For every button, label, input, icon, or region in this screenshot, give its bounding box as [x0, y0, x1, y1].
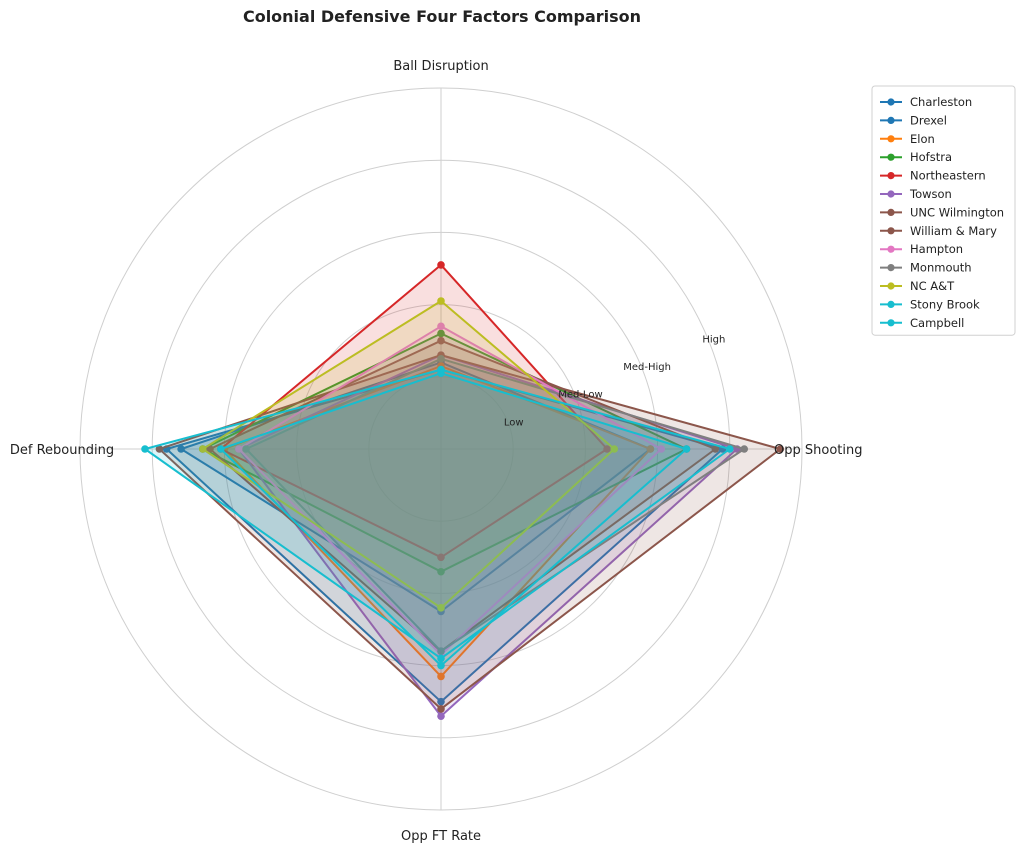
- data-point: [437, 697, 445, 706]
- tick-label: Low: [504, 417, 524, 428]
- legend-item-stony-brook[interactable]: Stony Brook: [880, 297, 980, 311]
- data-point: [610, 445, 619, 453]
- legend-label: Campbell: [910, 316, 964, 330]
- series-area: [202, 301, 615, 608]
- data-point: [437, 647, 445, 655]
- legend-label: NC A&T: [910, 279, 955, 293]
- data-point: [437, 369, 445, 377]
- series-area: [238, 355, 738, 717]
- legend-item-charleston[interactable]: Charleston: [880, 95, 972, 109]
- data-point: [437, 705, 445, 713]
- data-point: [726, 445, 734, 453]
- data-point: [437, 354, 445, 363]
- legend-swatch-marker: [887, 98, 895, 106]
- series-layer: [141, 261, 785, 720]
- axis-label-def-rebounding: Def Rebounding: [10, 443, 114, 458]
- legend-label: Hofstra: [910, 150, 952, 164]
- data-point: [198, 445, 207, 453]
- data-point: [776, 445, 785, 453]
- data-point: [646, 445, 655, 453]
- legend-label: Towson: [909, 187, 952, 201]
- data-point: [437, 336, 445, 345]
- axis-label-opp-ft-rate: Opp FT Rate: [401, 829, 481, 844]
- tick-label: Med-High: [623, 362, 671, 373]
- legend-label: Northeastern: [910, 169, 986, 183]
- legend-item-drexel[interactable]: Drexel: [880, 113, 947, 127]
- legend[interactable]: Charleston Drexel Elon Hofstra Northeastern T…: [871, 85, 1016, 336]
- series-monmouth: [242, 354, 749, 655]
- legend-item-elon[interactable]: Elon: [880, 132, 935, 146]
- legend-label: Drexel: [910, 113, 947, 127]
- legend-swatch-marker: [887, 319, 895, 327]
- legend-swatch-marker: [887, 227, 895, 235]
- chart-title: Colonial Defensive Four Factors Comparis…: [243, 7, 641, 26]
- legend-label: Monmouth: [910, 261, 972, 275]
- legend-swatch-marker: [887, 300, 895, 308]
- legend-swatch-marker: [887, 245, 895, 253]
- data-point: [437, 712, 445, 720]
- data-point: [437, 329, 445, 338]
- data-point: [216, 445, 225, 453]
- series-area: [220, 373, 687, 666]
- legend-label: Charleston: [910, 95, 972, 109]
- legend-swatch-marker: [887, 172, 895, 180]
- series-area: [166, 369, 723, 702]
- legend-swatch-marker: [887, 116, 895, 124]
- data-point: [711, 445, 720, 453]
- data-point: [437, 654, 445, 663]
- axis-label-opp-shooting: Opp Shooting: [774, 443, 862, 458]
- legend-label: William & Mary: [910, 224, 997, 238]
- legend-label: UNC Wilmington: [910, 205, 1004, 219]
- data-point: [437, 604, 445, 612]
- series-stony-brook: [141, 365, 734, 663]
- series-area: [145, 369, 730, 659]
- data-point: [437, 261, 445, 269]
- data-point: [740, 445, 749, 453]
- tick-label: Med-Low: [558, 390, 602, 401]
- series-campbell: [216, 369, 691, 670]
- axis-labels: Low Med-Low Med-High High Opp Shooting Ball D…: [10, 59, 863, 844]
- data-point: [155, 445, 164, 453]
- legend-item-hampton[interactable]: Hampton: [880, 242, 963, 256]
- tick-label: High: [702, 334, 725, 345]
- data-point: [437, 322, 445, 331]
- legend-item-nc-aandt[interactable]: NC A&T: [880, 279, 955, 293]
- legend-item-towson[interactable]: Towson: [880, 187, 952, 201]
- series-nc-aandt: [198, 297, 619, 612]
- series-area: [220, 264, 608, 558]
- legend-label: Hampton: [910, 242, 963, 256]
- axis-label-ball-disruption: Ball Disruption: [393, 59, 488, 74]
- legend-swatch-marker: [887, 282, 895, 290]
- legend-swatch-marker: [887, 153, 895, 161]
- data-point: [141, 445, 149, 453]
- data-point: [603, 445, 611, 453]
- data-point: [235, 445, 243, 453]
- data-point: [177, 445, 185, 453]
- legend-swatch-marker: [887, 135, 895, 143]
- data-point: [657, 445, 666, 453]
- legend-item-hofstra[interactable]: Hofstra: [880, 150, 952, 164]
- legend-box: [871, 85, 1016, 336]
- data-point: [437, 567, 445, 576]
- legend-label: Elon: [910, 132, 935, 146]
- data-point: [437, 553, 445, 562]
- legend-swatch-marker: [887, 264, 895, 272]
- legend-item-northeastern[interactable]: Northeastern: [880, 169, 986, 183]
- series-area: [159, 355, 781, 709]
- legend-swatch-marker: [887, 190, 895, 198]
- data-point: [206, 445, 214, 453]
- data-point: [437, 297, 445, 305]
- legend-label: Stony Brook: [910, 297, 980, 311]
- legend-item-campbell[interactable]: Campbell: [880, 316, 964, 330]
- legend-item-william-and-mary[interactable]: William & Mary: [880, 224, 997, 238]
- legend-item-monmouth[interactable]: Monmouth: [880, 261, 972, 275]
- data-point: [242, 445, 250, 453]
- data-point: [682, 445, 691, 453]
- data-point: [437, 672, 445, 681]
- series-area: [224, 366, 651, 677]
- legend-item-unc-wilmington[interactable]: UNC Wilmington: [880, 205, 1004, 219]
- legend-swatch-marker: [887, 208, 895, 216]
- data-point: [437, 661, 445, 670]
